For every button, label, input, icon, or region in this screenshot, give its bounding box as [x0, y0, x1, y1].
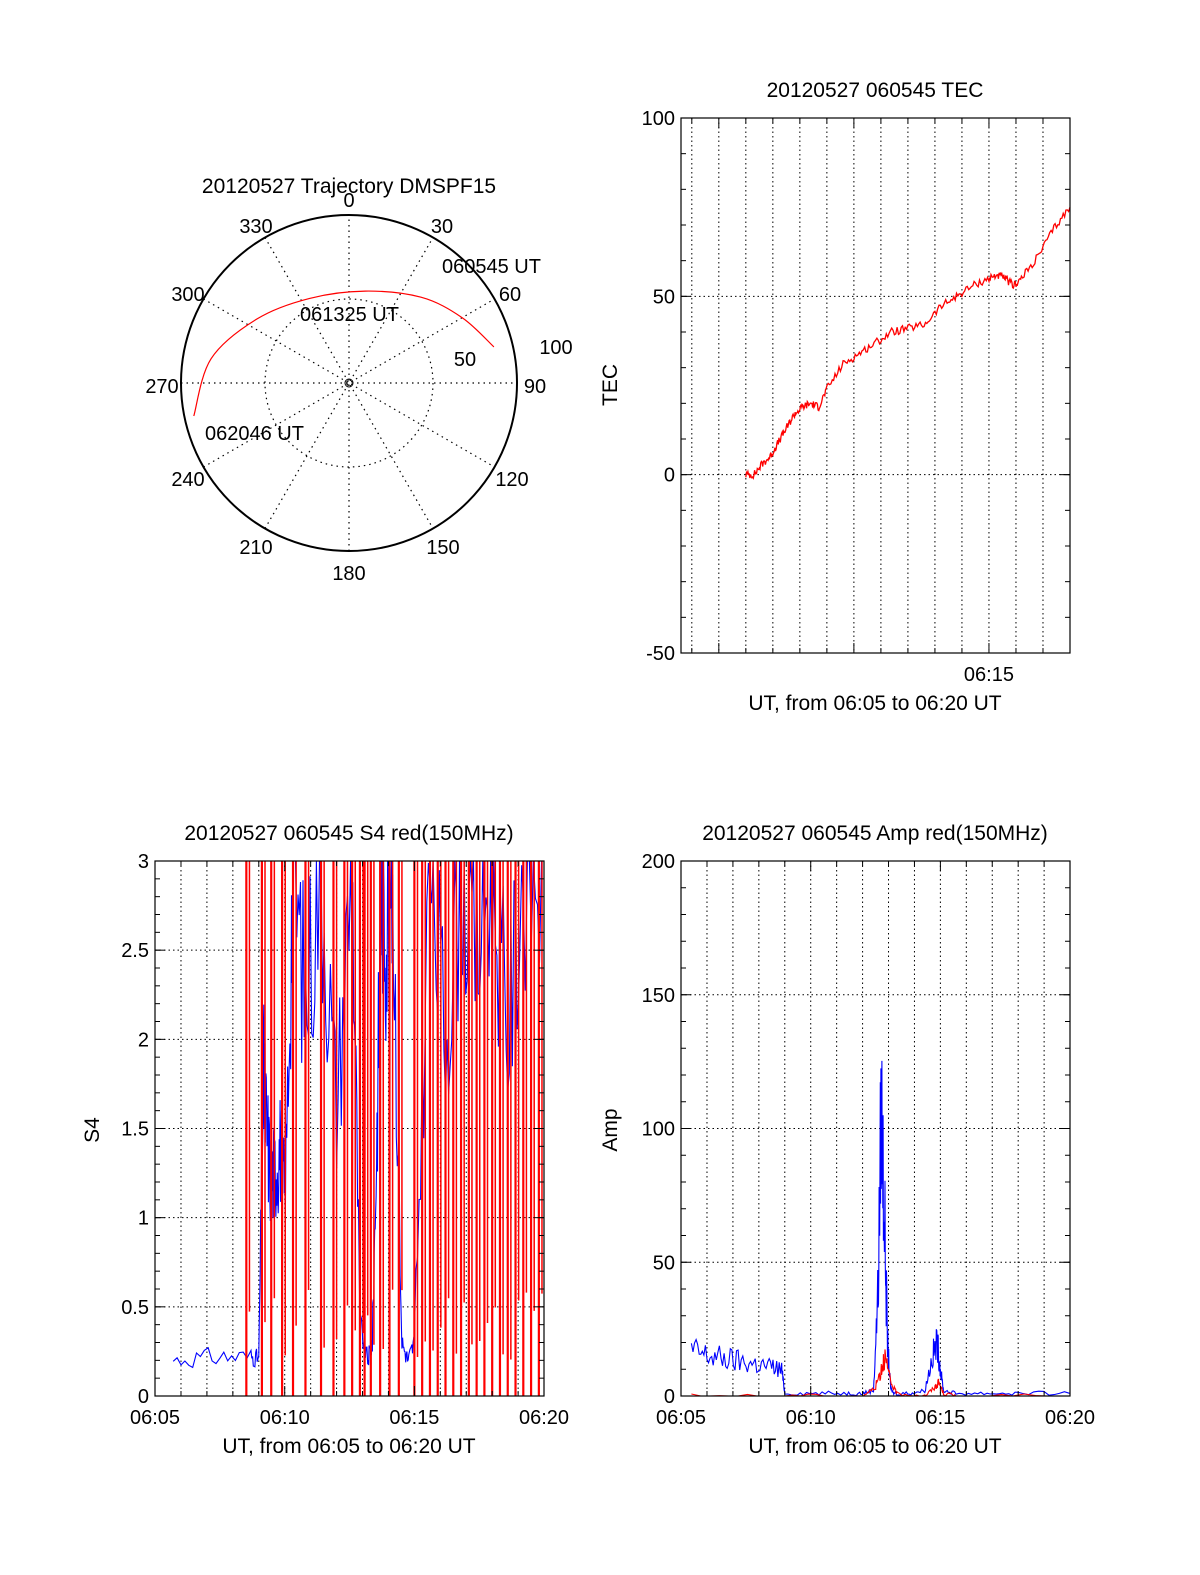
amp-y-tick-label: 200 [642, 851, 675, 873]
amp-y-tick-label: 100 [642, 1119, 675, 1141]
angle-label-210: 210 [239, 537, 272, 559]
tec-x-tick-labels: 06:15 [964, 664, 1014, 686]
s4-series [172, 860, 544, 1396]
tec-chart: 20120527 060545 TEC -50 0 50 100 06:15 UT, … [599, 79, 1071, 715]
tec-y-tick-label: 0 [664, 465, 675, 487]
angle-label-90: 90 [524, 376, 546, 398]
s4-ticks [155, 860, 544, 1397]
polar-annotations: 060545 UT 061325 UT 062046 UT [205, 256, 541, 445]
angle-label-270: 270 [145, 376, 178, 398]
amp-y-tick-label: 0 [664, 1386, 675, 1408]
annotation-end-time: 062046 UT [205, 423, 304, 445]
annotation-mid-time: 061325 UT [300, 304, 399, 326]
tec-ticks [681, 117, 1070, 654]
radius-label-100: 100 [539, 337, 572, 359]
angle-label-30: 30 [431, 216, 453, 238]
polar-title: 20120527 Trajectory DMSPF15 [202, 175, 496, 198]
angle-label-60: 60 [499, 284, 521, 306]
polar-ring-50 [264, 298, 434, 468]
amp-x-tick-label: 06:05 [656, 1407, 706, 1429]
s4-y-tick-label: 2 [138, 1029, 149, 1051]
s4-y-tick-label: 0 [138, 1386, 149, 1408]
s4-y-tick-labels: 0 0.5 1 1.5 2 2.5 3 [121, 851, 149, 1408]
s4-chart: 20120527 060545 S4 red(150MHz) 0 0.5 1 1.5 2… [81, 822, 569, 1458]
polar-spoke-30 [264, 237, 434, 529]
angle-label-330: 330 [239, 216, 272, 238]
tec-series-line-0 [745, 206, 1071, 480]
amp-series-line-1 [691, 1349, 1070, 1397]
polar-spoke-150 [264, 237, 434, 529]
amp-y-tick-label: 150 [642, 985, 675, 1007]
polar-trajectory-line [193, 290, 495, 417]
tec-title: 20120527 060545 TEC [767, 79, 984, 102]
tec-x-axis-label: UT, from 06:05 to 06:20 UT [748, 692, 1001, 715]
s4-y-axis-label: S4 [81, 1117, 104, 1143]
polar-spoke-60 [203, 298, 495, 468]
angle-label-120: 120 [495, 469, 528, 491]
polar-grid [181, 215, 517, 551]
angle-label-180: 180 [332, 563, 365, 585]
angle-label-240: 240 [171, 469, 204, 491]
tec-y-tick-label: -50 [646, 643, 675, 665]
s4-x-tick-label: 06:05 [130, 1407, 180, 1429]
amp-x-tick-label: 06:20 [1045, 1407, 1095, 1429]
amp-x-axis-label: UT, from 06:05 to 06:20 UT [748, 1435, 1001, 1458]
s4-x-tick-label: 06:10 [260, 1407, 310, 1429]
angle-label-300: 300 [171, 284, 204, 306]
tec-plot-frame [680, 117, 1071, 654]
s4-y-tick-label: 3 [138, 851, 149, 873]
annotation-start-time: 060545 UT [442, 256, 541, 278]
polar-series [193, 290, 495, 417]
tec-y-tick-label: 50 [653, 286, 675, 308]
amp-title: 20120527 060545 Amp red(150MHz) [702, 822, 1048, 845]
amp-x-tick-label: 06:15 [915, 1407, 965, 1429]
polar-angle-labels: 0 30 60 90 120 150 180 210 240 270 300 3… [145, 190, 546, 585]
amp-grid [681, 861, 1070, 1396]
polar-trajectory-chart: 20120527 Trajectory DMSPF15 0 30 60 90 1… [145, 175, 572, 585]
angle-label-0: 0 [343, 190, 354, 212]
amp-y-axis-label: Amp [599, 1108, 622, 1151]
tec-y-axis-label: TEC [599, 364, 622, 406]
tec-y-tick-label: 100 [642, 108, 675, 130]
tec-series [745, 206, 1071, 480]
tec-y-tick-labels: -50 0 50 100 [642, 108, 675, 665]
polar-spoke-120 [203, 298, 495, 468]
s4-x-tick-label: 06:20 [519, 1407, 569, 1429]
angle-label-150: 150 [426, 537, 459, 559]
polar-outer-ring [180, 214, 518, 552]
s4-x-tick-label: 06:15 [389, 1407, 439, 1429]
amp-ticks [681, 860, 1070, 1397]
s4-y-tick-label: 0.5 [121, 1297, 149, 1319]
s4-y-tick-label: 1 [138, 1208, 149, 1230]
amp-x-tick-label: 06:10 [786, 1407, 836, 1429]
amp-y-tick-label: 50 [653, 1252, 675, 1274]
tec-grid [681, 118, 1070, 653]
amp-chart: 20120527 060545 Amp red(150MHz) 0 50 100 15… [599, 822, 1095, 1458]
s4-y-tick-label: 1.5 [121, 1119, 149, 1141]
amp-y-tick-labels: 0 50 100 150 200 [642, 851, 675, 1408]
s4-x-tick-labels: 06:05 06:10 06:15 06:20 [130, 1407, 569, 1429]
amp-series [690, 1060, 1070, 1397]
tec-x-tick-label: 06:15 [964, 664, 1014, 686]
amp-series-line-0 [690, 1060, 1070, 1397]
s4-x-axis-label: UT, from 06:05 to 06:20 UT [222, 1435, 475, 1458]
s4-title: 20120527 060545 S4 red(150MHz) [184, 822, 513, 845]
amp-x-tick-labels: 06:05 06:10 06:15 06:20 [656, 1407, 1095, 1429]
radius-label-50: 50 [454, 349, 476, 371]
s4-y-tick-label: 2.5 [121, 940, 149, 962]
